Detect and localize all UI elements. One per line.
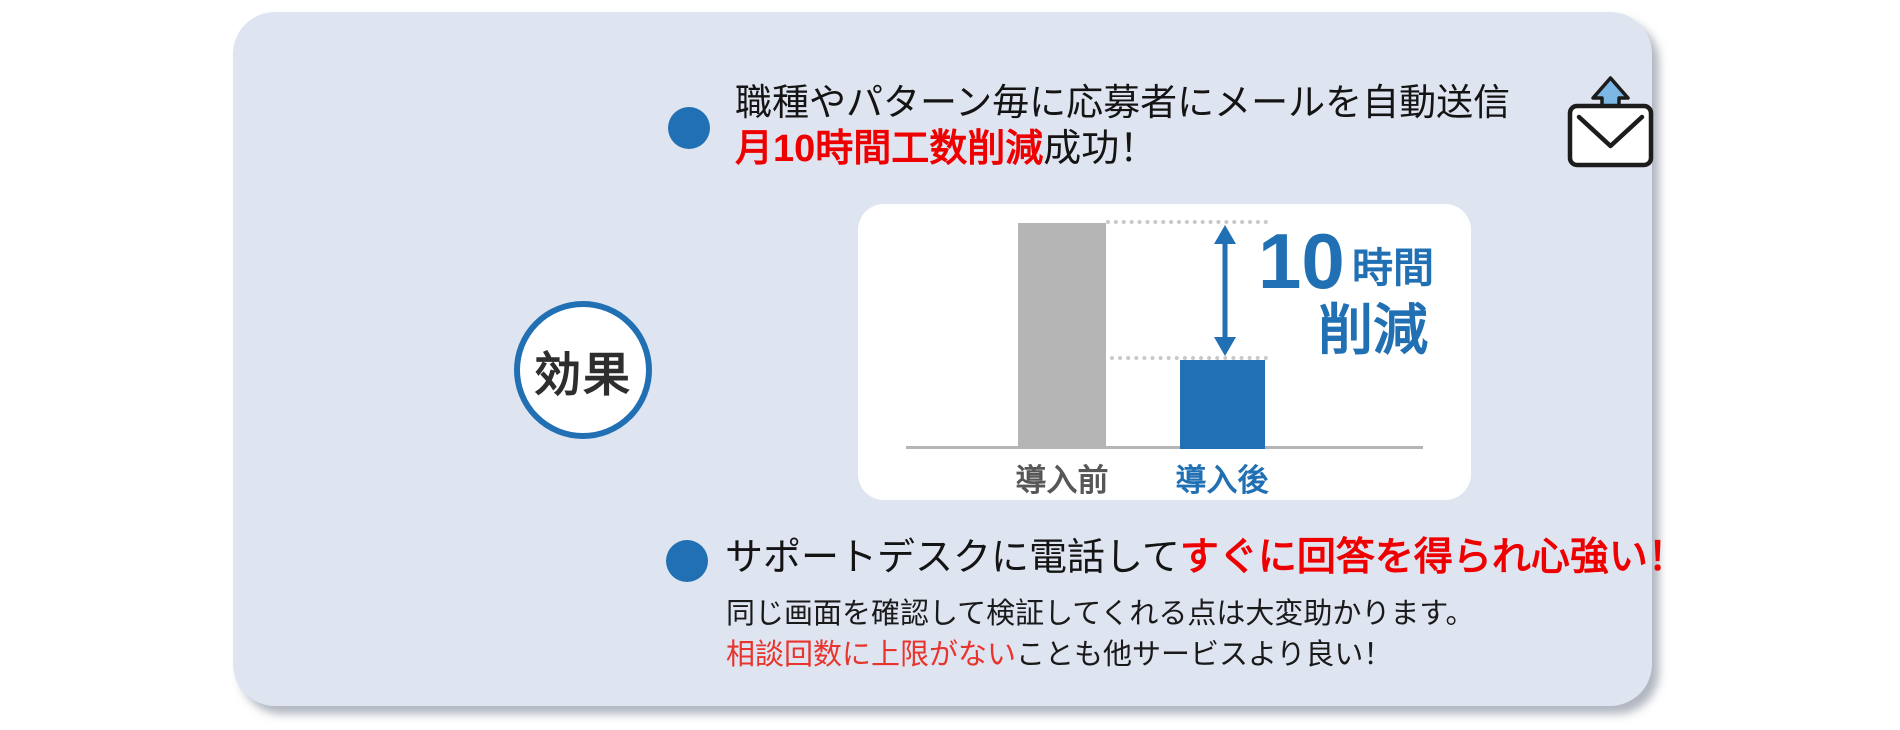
effect-badge: 効果 (514, 301, 652, 439)
bullet2-highlight: すぐに回答を得られ心強い！ (1179, 536, 1687, 579)
x-axis (906, 446, 1423, 449)
effect-panel: 効果 職種やパターン毎に応募者にメールを自動送信 月10時間工数削減成功！ (233, 12, 1687, 706)
reduction-range-arrow-icon (1214, 225, 1236, 356)
detail-line1: 同じ画面を確認して検証してくれる点は大変助かります。 (726, 598, 1475, 630)
mail-send-icon (1565, 74, 1657, 170)
bullet1-suffix: 成功！ (1043, 128, 1158, 170)
guide-line-top (1106, 220, 1268, 224)
x-label-after: 導入後 (1175, 463, 1269, 498)
bullet-support-desk: サポートデスクに電話してすぐに回答を得られ心強い！ (725, 536, 1687, 580)
bullet2-prefix: サポートデスクに電話して (725, 537, 1180, 579)
bullet-email-automation: 職種やパターン毎に応募者にメールを自動送信 月10時間工数削減成功！ (735, 79, 1510, 173)
bullet1-highlight: 月10時間工数削減 (735, 128, 1044, 170)
effect-badge-label: 効果 (534, 347, 632, 401)
guide-line-bottom (1110, 356, 1268, 360)
annotation-value: 10 (1258, 217, 1345, 305)
x-label-before: 導入前 (1015, 463, 1109, 498)
support-detail-text: 同じ画面を確認して検証してくれる点は大変助かります。 相談回数に上限がないことも… (726, 594, 1475, 676)
bullet-dot-icon (668, 107, 710, 149)
bullet-dot-icon (666, 540, 708, 582)
detail-line2-rest: ことも他サービスより良い！ (1016, 639, 1393, 671)
detail-line2-highlight: 相談回数に上限がない (726, 639, 1017, 671)
bullet1-line1: 職種やパターン毎に応募者にメールを自動送信 (735, 82, 1511, 123)
bar-before (1018, 223, 1106, 449)
annotation-unit: 時間 (1352, 245, 1434, 291)
hours-reduction-chart: 10 時間 削減 導入前 導入後 (858, 204, 1471, 500)
bullet1-line2: 月10時間工数削減成功！ (735, 126, 1510, 173)
detail-line2: 相談回数に上限がないことも他サービスより良い！ (726, 635, 1475, 676)
annotation-label: 削減 (1318, 299, 1429, 361)
bar-after (1180, 360, 1265, 449)
